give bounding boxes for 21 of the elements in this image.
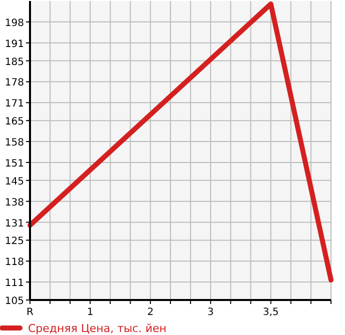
- y-tick-label: 138: [4, 197, 24, 208]
- y-tick-label: 185: [4, 56, 24, 68]
- y-tick-label: 131: [4, 218, 24, 230]
- y-tick-label: 165: [4, 116, 24, 128]
- y-tick-label: 191: [4, 38, 24, 50]
- x-tick-label: 3: [207, 307, 214, 318]
- legend-label: Средняя Цена, тыс. йен: [28, 322, 166, 335]
- y-tick-label: 151: [4, 158, 24, 170]
- x-tick-label: R: [26, 307, 34, 318]
- y-tick-label: 178: [4, 78, 24, 89]
- x-tick-label: 2: [147, 307, 154, 318]
- x-tick-label: 1: [87, 307, 94, 318]
- y-tick-label: 158: [4, 138, 24, 149]
- x-tick-label: 3,5: [262, 307, 279, 318]
- y-tick-label: 198: [4, 18, 24, 29]
- y-tick-label: 111: [4, 278, 24, 290]
- y-tick-label: 125: [4, 236, 24, 248]
- y-tick-label: 145: [4, 176, 24, 188]
- y-tick-label: 118: [4, 257, 24, 268]
- y-tick-label: 105: [4, 296, 24, 307]
- y-tick-label: 171: [4, 98, 24, 110]
